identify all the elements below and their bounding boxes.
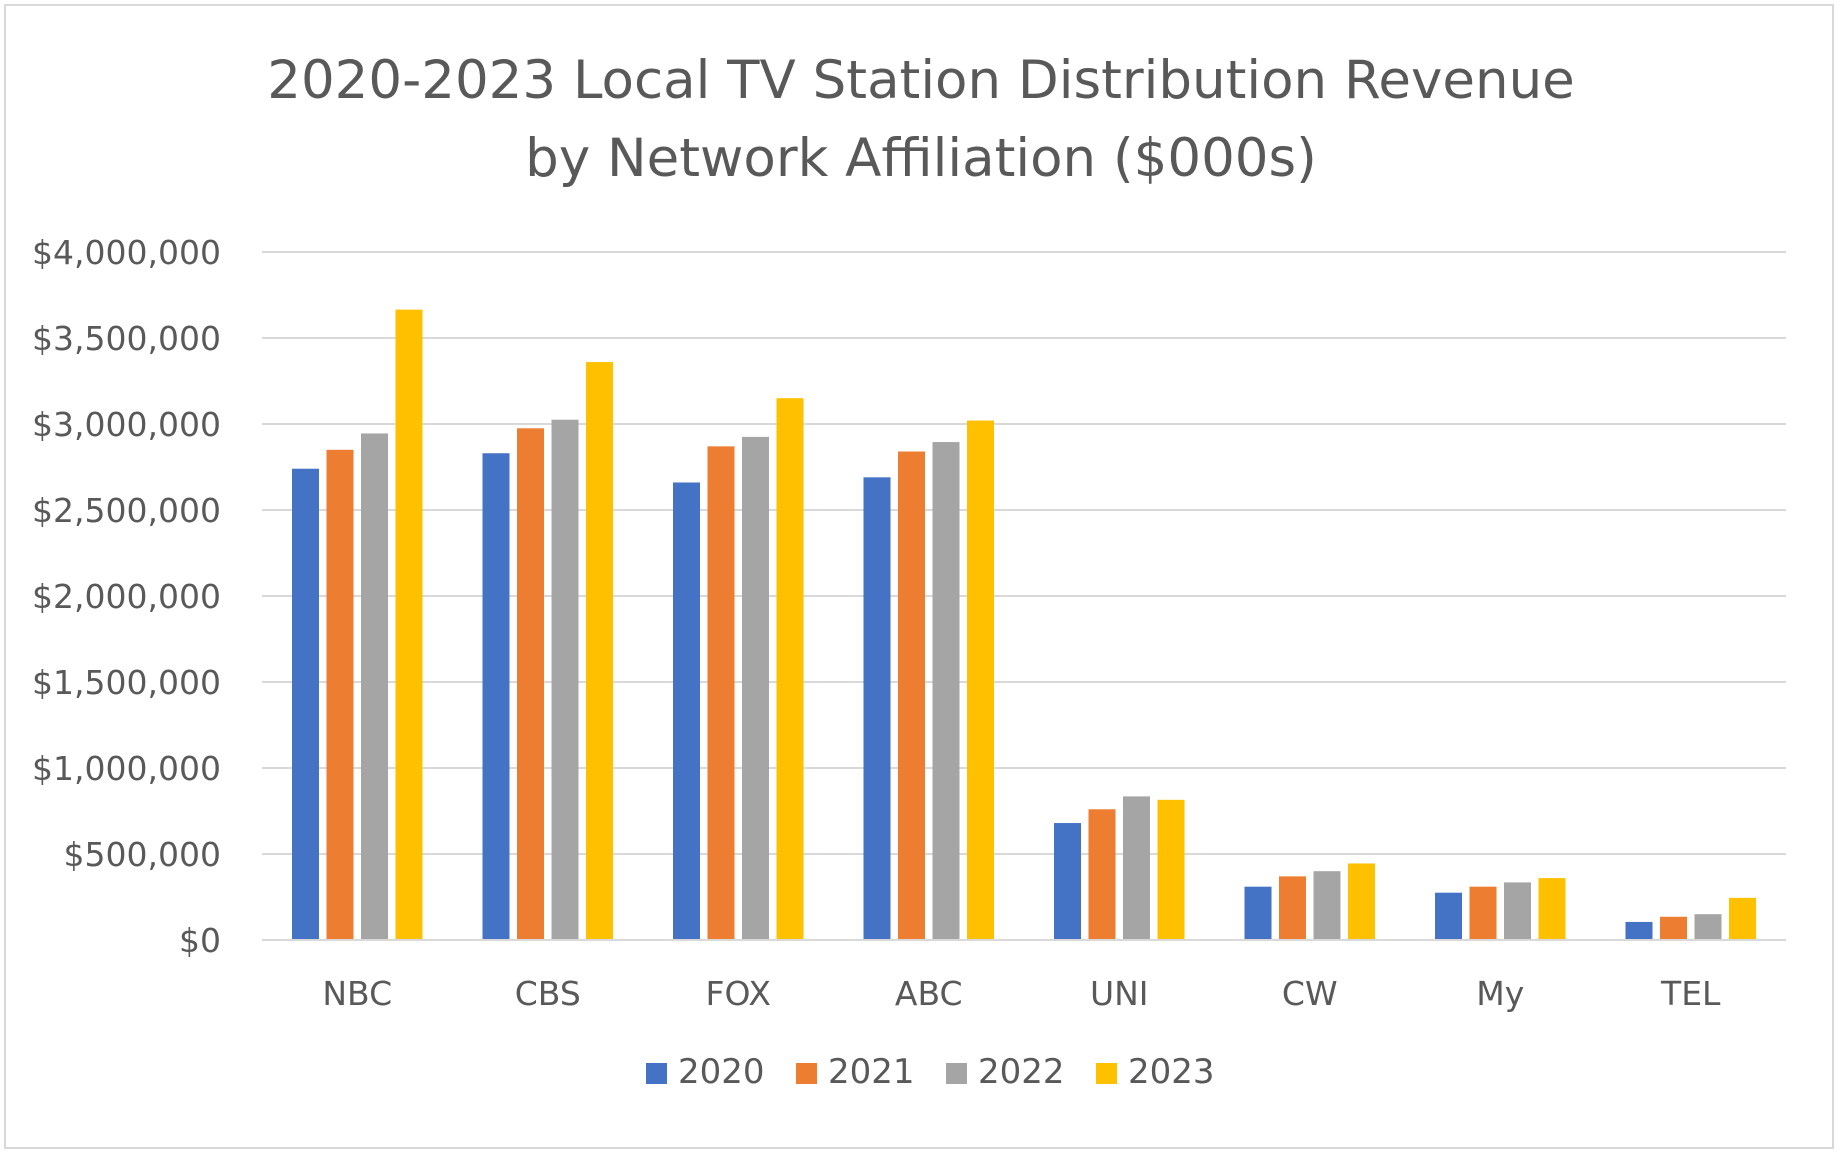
y-tick-label: $3,500,000: [32, 319, 221, 358]
bar-tel-2021: [1660, 916, 1687, 940]
bar-cbs-2021: [517, 428, 544, 940]
legend-label-2022: 2022: [978, 1052, 1065, 1092]
legend-swatch-2020: [646, 1063, 667, 1084]
x-tick-label: CBS: [515, 974, 581, 1013]
bar-my-2022: [1504, 882, 1531, 940]
legend: 2020 2021 2022 2023: [646, 1052, 1215, 1092]
legend-label-2020: 2020: [678, 1052, 765, 1092]
bar-nbc-2021: [326, 449, 354, 940]
chart-title-line-2: by Network Affiliation ($000s): [525, 128, 1317, 189]
legend-label-2023: 2023: [1128, 1052, 1215, 1092]
bar-cbs-2023: [586, 362, 613, 941]
bar-uni-2020: [1054, 823, 1081, 940]
x-tick-label: ABC: [895, 974, 963, 1013]
y-tick-label: $500,000: [64, 835, 221, 874]
y-tick-label: $0: [179, 921, 221, 960]
bar-uni-2023: [1157, 799, 1185, 940]
x-axis-tick-labels: NBC CBS FOX ABC UNI CW My TEL: [322, 974, 1721, 1013]
bar-cw-2020: [1244, 886, 1272, 940]
y-tick-label: $4,000,000: [32, 233, 221, 272]
bar-fox-2023: [776, 398, 804, 940]
bar-uni-2022: [1123, 796, 1150, 940]
bar-fox-2020: [673, 482, 700, 940]
x-tick-label: NBC: [322, 974, 392, 1013]
bar-cw-2023: [1348, 863, 1375, 940]
legend-label-2021: 2021: [828, 1052, 915, 1092]
bar-my-2020: [1435, 892, 1462, 940]
bar-uni-2021: [1088, 809, 1116, 940]
bar-tel-2020: [1625, 921, 1653, 940]
bar-abc-2023: [967, 420, 994, 940]
bar-my-2021: [1469, 886, 1497, 940]
y-axis-tick-labels: $0 $500,000 $1,000,000 $1,500,000 $2,000,000…: [32, 233, 221, 960]
legend-swatch-2022: [946, 1063, 967, 1084]
bar-my-2023: [1538, 878, 1566, 940]
bar-tel-2023: [1729, 897, 1756, 940]
bar-cbs-2022: [551, 419, 579, 940]
legend-swatch-2023: [1096, 1063, 1117, 1084]
bar-nbc-2022: [361, 433, 388, 940]
bar-abc-2020: [863, 477, 891, 940]
y-tick-label: $1,000,000: [32, 749, 221, 788]
bar-abc-2021: [898, 451, 925, 940]
y-tick-label: $3,000,000: [32, 405, 221, 444]
chart-title-line-1: 2020-2023 Local TV Station Distribution …: [267, 50, 1575, 111]
x-tick-label: CW: [1282, 974, 1338, 1013]
bar-tel-2022: [1694, 914, 1722, 940]
bar-cw-2022: [1313, 871, 1341, 940]
bar-fox-2021: [707, 446, 735, 940]
chart-title: 2020-2023 Local TV Station Distribution …: [267, 50, 1575, 189]
bar-nbc-2020: [292, 468, 319, 940]
y-tick-label: $1,500,000: [32, 663, 221, 702]
gridlines: [262, 251, 1786, 855]
bar-cbs-2020: [482, 453, 510, 940]
x-tick-label: My: [1476, 974, 1524, 1013]
bar-abc-2022: [932, 442, 960, 940]
bar-cw-2021: [1279, 876, 1306, 940]
bar-nbc-2023: [395, 309, 423, 940]
x-tick-label: TEL: [1660, 974, 1721, 1013]
bar-fox-2022: [742, 436, 769, 940]
x-tick-label: FOX: [706, 974, 771, 1013]
y-tick-label: $2,000,000: [32, 577, 221, 616]
x-tick-label: UNI: [1090, 974, 1149, 1013]
legend-swatch-2021: [796, 1063, 817, 1084]
bars: [292, 309, 1756, 941]
y-tick-label: $2,500,000: [32, 491, 221, 530]
